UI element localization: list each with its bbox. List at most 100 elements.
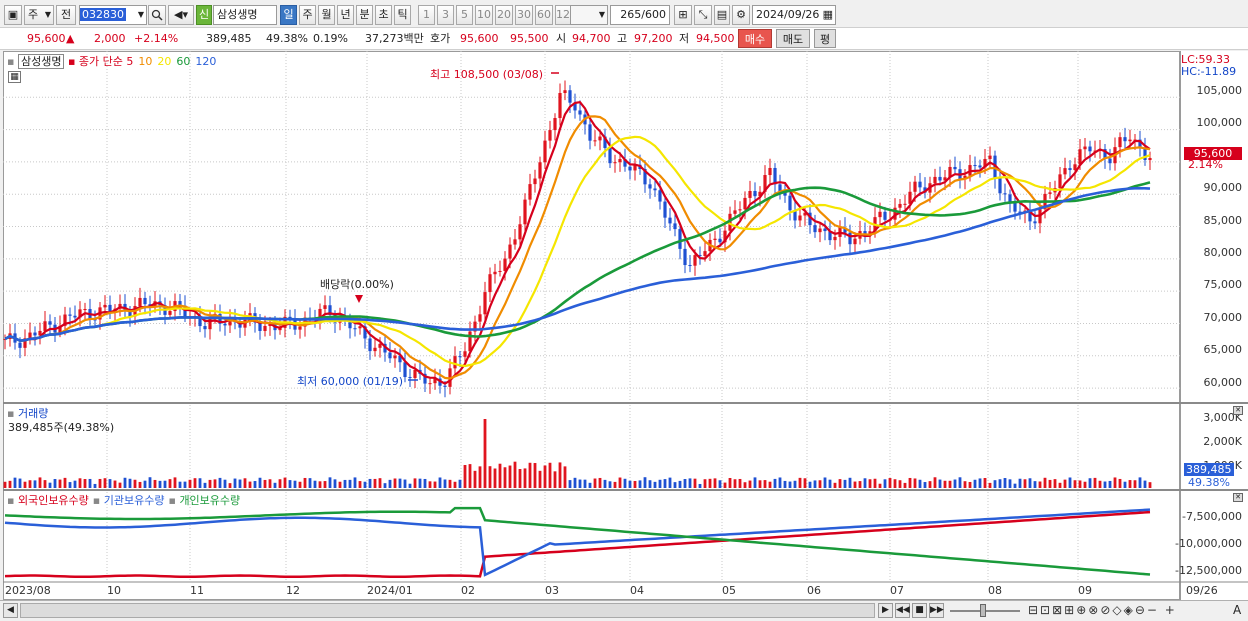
gear-icon[interactable]: ⚙ — [732, 5, 750, 25]
candle-body — [893, 207, 897, 220]
interval-tab[interactable]: 1 — [418, 5, 435, 25]
y-tick-label: 105,000 — [1196, 84, 1243, 97]
chevron-down-icon[interactable]: ▼ — [137, 10, 144, 19]
candle-body — [258, 322, 262, 331]
volume-bar — [123, 477, 127, 488]
period-tab[interactable]: 년 — [337, 5, 354, 25]
volume-bar — [348, 479, 352, 488]
buy-button[interactable]: 매수 — [738, 29, 772, 48]
search-icon[interactable] — [148, 5, 166, 25]
candle-body — [938, 176, 942, 181]
period-tab[interactable]: 주 — [299, 5, 316, 25]
volume-bar — [1013, 483, 1017, 488]
stop-icon[interactable]: ■ — [912, 603, 927, 618]
candle-body — [353, 328, 357, 330]
panel-close-icon[interactable]: ✕ — [1233, 493, 1243, 502]
scroll-right-icon[interactable]: ▶ — [878, 603, 893, 618]
volume-bar — [818, 480, 822, 488]
candle-body — [538, 162, 542, 179]
stock-code-input[interactable]: 032830 ▼ — [79, 5, 147, 25]
panel-close-icon[interactable]: ✕ — [1233, 406, 1243, 415]
volume-bar — [198, 478, 202, 488]
candle-body — [28, 332, 32, 339]
scroll-last-icon[interactable]: ▶▶ — [929, 603, 944, 618]
legend-dot-icon: ▪ — [67, 55, 76, 68]
candle-body — [103, 304, 107, 308]
stock-name-field[interactable]: 삼성생명 — [213, 5, 277, 25]
chart-canvas[interactable] — [3, 51, 1248, 600]
candle-body — [268, 323, 272, 326]
zoom-slider-handle[interactable] — [980, 604, 986, 617]
data-table-icon[interactable]: ▦ — [8, 71, 21, 83]
candle-body — [1138, 139, 1142, 149]
volume-bar — [523, 468, 527, 488]
volume-bar — [113, 480, 117, 488]
volume-bar — [948, 480, 952, 488]
candle-body — [718, 238, 722, 243]
font-size-icon[interactable]: A — [1233, 603, 1242, 617]
volume-bar — [68, 482, 72, 488]
volume-bar — [488, 466, 492, 488]
candle-body — [508, 244, 512, 259]
volume-bar — [393, 478, 397, 488]
period-tab[interactable]: 분 — [356, 5, 373, 25]
eval-button[interactable]: 평 — [814, 29, 836, 48]
volume-bar — [413, 478, 417, 488]
candle-body — [998, 178, 1002, 194]
scroll-first-icon[interactable]: ◀◀ — [895, 603, 910, 618]
volume-bar — [908, 477, 912, 488]
crosshair-icon[interactable]: ⤡ — [694, 5, 712, 25]
legend-dot-icon: ▪ — [168, 494, 180, 507]
candle-body — [83, 309, 87, 311]
legend-dot-icon: ▪ — [7, 55, 15, 68]
candle-body — [833, 236, 837, 241]
candle-body — [618, 159, 622, 163]
volume-bar — [228, 483, 232, 488]
prev-button[interactable]: 전 — [56, 5, 76, 25]
period-tab[interactable]: 월 — [318, 5, 335, 25]
period-tab[interactable]: 초 — [375, 5, 392, 25]
interval-tab[interactable]: 3 — [437, 5, 454, 25]
candle-body — [1058, 174, 1062, 189]
low-annotation: 최저 60,000 (01/19) — [297, 375, 404, 388]
candle-body — [1083, 146, 1087, 150]
interval-tab[interactable]: 10 — [475, 5, 493, 25]
scroll-left-icon[interactable]: ◀ — [3, 603, 18, 618]
volume-bar — [723, 482, 727, 488]
period-mode-select[interactable]: 주 ▼ — [24, 5, 54, 25]
candle-body — [143, 297, 147, 305]
scroll-track[interactable] — [20, 603, 875, 618]
interval-tab[interactable]: 30 — [515, 5, 533, 25]
volume-bar — [873, 478, 877, 488]
period-tab[interactable]: 틱 — [394, 5, 411, 25]
grid-icon[interactable]: ⊞ — [674, 5, 692, 25]
interval-custom-input[interactable]: ▼ — [570, 5, 608, 25]
candle-body — [413, 369, 417, 378]
sell-button[interactable]: 매도 — [776, 29, 810, 48]
trade-value: 37,273백만 — [365, 32, 424, 45]
candle-body — [683, 248, 687, 266]
volume-bar — [63, 477, 67, 488]
volume-bar — [693, 478, 697, 488]
candle-body — [473, 321, 477, 332]
calendar-icon[interactable]: ▦ — [822, 8, 833, 21]
stock-label[interactable]: 삼성생명 — [17, 54, 65, 69]
chevron-down-icon[interactable]: ▼ — [598, 10, 605, 19]
holding-legend-item: 외국인보유수량 — [17, 494, 89, 507]
data-count-field[interactable]: 265/600 — [610, 5, 670, 25]
candle-body — [178, 301, 182, 306]
drawing-tools-icons[interactable]: ⊟⊡⊠⊞⊕⊗⊘◇◈⊖− + — [1028, 603, 1177, 617]
interval-tab[interactable]: 5 — [456, 5, 473, 25]
save-icon[interactable]: ▤ — [714, 5, 730, 25]
window-menu-icon[interactable]: ▣ — [4, 5, 22, 25]
interval-tab[interactable]: 60 — [535, 5, 553, 25]
speaker-icon[interactable]: ◀▾ — [168, 5, 194, 25]
volume-bar — [748, 480, 752, 488]
candle-body — [1033, 221, 1037, 224]
period-tab[interactable]: 일 — [280, 5, 297, 25]
volume-bar — [73, 480, 77, 488]
volume-bar — [638, 480, 642, 488]
interval-tab[interactable]: 20 — [495, 5, 513, 25]
volume-bar — [278, 479, 282, 488]
date-field[interactable]: 2024/09/26 ▦ — [752, 5, 836, 25]
